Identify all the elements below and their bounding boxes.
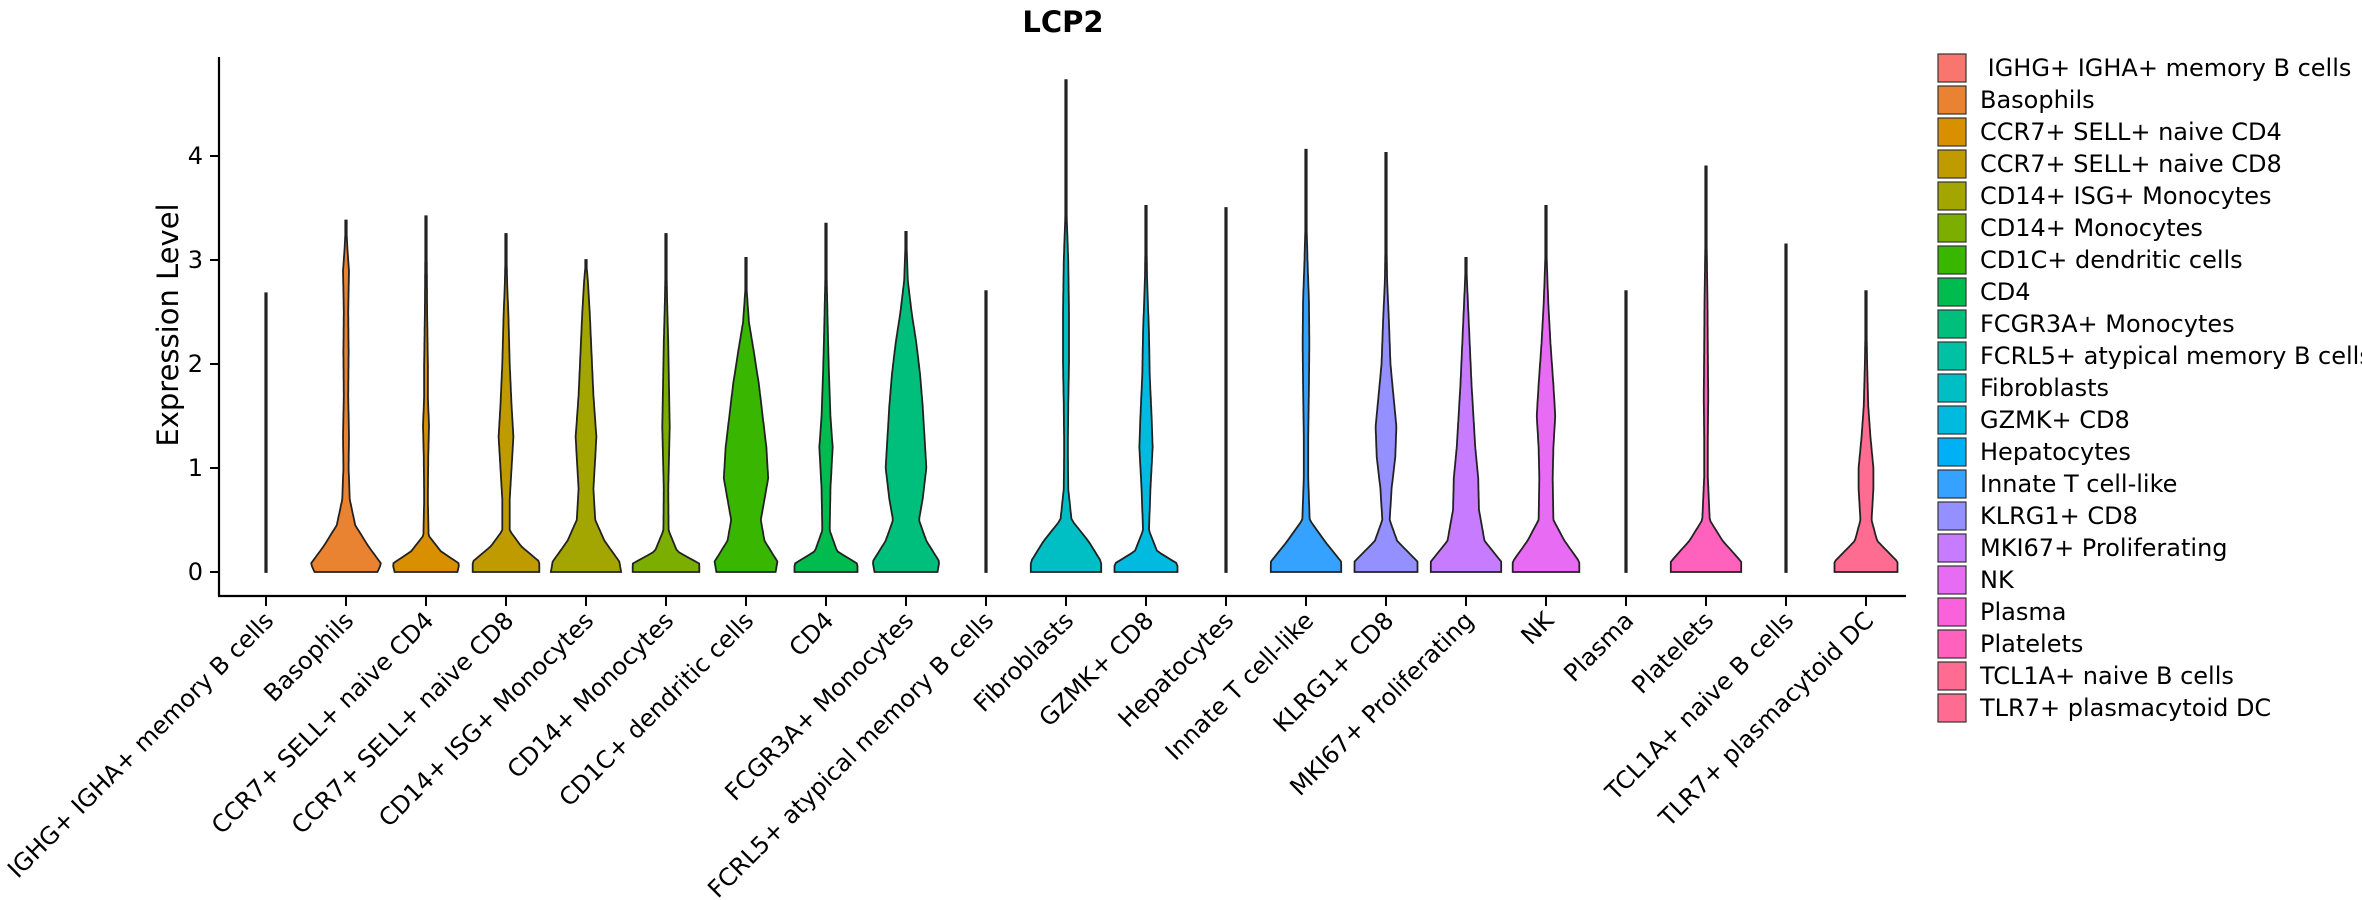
violin-19 xyxy=(1669,165,1743,573)
legend-label: Hepatocytes xyxy=(1980,438,2131,466)
y-tick-label: 3 xyxy=(188,246,203,274)
x-tick-label: FCRL5+ atypical memory B cells xyxy=(702,606,999,900)
violin-18 xyxy=(1624,290,1628,573)
legend-key xyxy=(1937,533,1967,563)
y-tick-label: 1 xyxy=(188,454,203,482)
chart-title: LCP2 xyxy=(1022,5,1103,39)
violin-10 xyxy=(984,290,988,573)
violin-1 xyxy=(264,292,268,573)
violin-15 xyxy=(1353,152,1419,573)
legend-label: CCR7+ SELL+ naive CD4 xyxy=(1980,118,2282,146)
legend-label: CD4 xyxy=(1980,278,2031,306)
violin-12 xyxy=(1113,205,1179,573)
legend-key xyxy=(1937,405,1967,435)
legend-label: CCR7+ SELL+ naive CD8 xyxy=(1980,150,2282,178)
legend-label: TLR7+ plasmacytoid DC xyxy=(1979,694,2271,722)
legend-key xyxy=(1937,213,1967,243)
violin-9 xyxy=(872,231,940,573)
legend-label: CD14+ ISG+ Monocytes xyxy=(1980,182,2272,210)
legend-label: CD1C+ dendritic cells xyxy=(1980,246,2243,274)
violin-8 xyxy=(793,222,859,573)
violin-5 xyxy=(549,259,623,573)
legend-label: MKI67+ Proliferating xyxy=(1980,534,2228,562)
legend-label: TCL1A+ naive B cells xyxy=(1979,662,2234,690)
violin-21 xyxy=(1833,290,1899,573)
y-tick-label: 4 xyxy=(188,142,203,170)
violin-13 xyxy=(1224,207,1228,573)
x-tick-label: NK xyxy=(1516,606,1561,651)
legend-label: FCGR3A+ Monocytes xyxy=(1980,310,2235,338)
violin-17 xyxy=(1511,205,1581,573)
y-tick-label: 2 xyxy=(188,350,203,378)
violin-group xyxy=(264,79,1899,573)
legend-label: GZMK+ CD8 xyxy=(1980,406,2130,434)
legend-key xyxy=(1937,245,1967,275)
violin-11 xyxy=(1029,79,1103,573)
x-tick-label: CD4 xyxy=(784,606,840,662)
legend-label: NK xyxy=(1980,566,2015,594)
legend-key xyxy=(1937,661,1967,691)
legend-key xyxy=(1937,373,1967,403)
legend-key xyxy=(1937,309,1967,339)
legend-label: IGHG+ IGHA+ memory B cells xyxy=(1980,54,2351,82)
violin-14 xyxy=(1269,148,1343,573)
legend-key xyxy=(1937,597,1967,627)
x-tick-label: IGHG+ IGHA+ memory B cells xyxy=(2,606,279,883)
x-axis-ticks: IGHG+ IGHA+ memory B cellsBasophilsCCR7+… xyxy=(2,596,1879,900)
violin-2 xyxy=(310,219,382,573)
legend-label: Plasma xyxy=(1980,598,2066,626)
legend-key xyxy=(1937,181,1967,211)
violin-16 xyxy=(1429,257,1503,573)
legend-key xyxy=(1937,565,1967,595)
legend-key xyxy=(1937,437,1967,467)
legend-label: Fibroblasts xyxy=(1980,374,2109,402)
legend-label: KLRG1+ CD8 xyxy=(1980,502,2138,530)
legend-label: Basophils xyxy=(1980,86,2095,114)
legend-label: CD14+ Monocytes xyxy=(1980,214,2203,242)
legend-key xyxy=(1937,117,1967,147)
violin-20 xyxy=(1784,243,1788,573)
legend: IGHG+ IGHA+ memory B cells Basophils CCR7+… xyxy=(1937,53,2362,723)
x-tick-label: Innate T cell-like xyxy=(1160,606,1319,765)
legend-key xyxy=(1937,53,1967,83)
legend-key xyxy=(1937,469,1967,499)
violin-7 xyxy=(713,257,779,573)
legend-label: Innate T cell-like xyxy=(1980,470,2177,498)
y-axis-label: Expression Level xyxy=(151,203,185,446)
legend-label: FCRL5+ atypical memory B cells xyxy=(1980,342,2362,370)
legend-key xyxy=(1937,501,1967,531)
legend-key xyxy=(1937,341,1967,371)
legend-label: Platelets xyxy=(1980,630,2083,658)
y-axis-ticks: 0 1 2 3 4 xyxy=(188,142,219,586)
legend-key xyxy=(1937,629,1967,659)
legend-key xyxy=(1937,149,1967,179)
legend-key xyxy=(1937,85,1967,115)
violin-6 xyxy=(631,233,701,573)
legend-key xyxy=(1937,693,1967,723)
violin-3 xyxy=(392,215,460,573)
x-tick-label: Plasma xyxy=(1558,606,1639,687)
violin-4 xyxy=(471,233,541,573)
y-tick-label: 0 xyxy=(188,558,203,586)
legend-key xyxy=(1937,277,1967,307)
